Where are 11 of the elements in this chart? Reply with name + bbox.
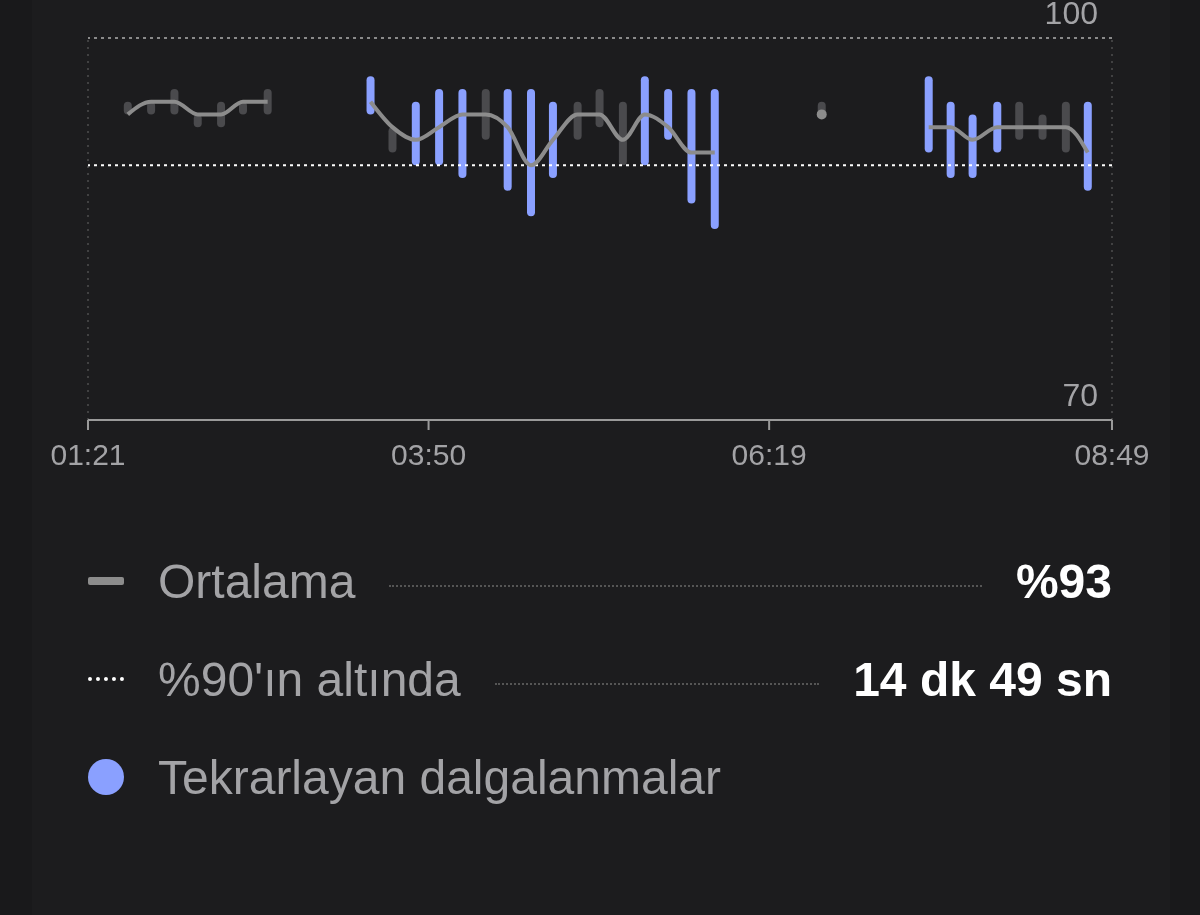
legend-label: Tekrarlayan dalgalanmalar — [158, 749, 721, 805]
x-tick-label: 06:19 — [731, 438, 807, 472]
y-tick-label: 70 — [1062, 377, 1098, 413]
x-tick-label: 01:21 — [50, 438, 126, 472]
legend-label: %90'ın altında — [158, 651, 461, 707]
text: 14 dk 49 sn — [853, 651, 1112, 707]
text: %93 — [1015, 553, 1112, 609]
y-tick-label: 100 — [1044, 0, 1098, 31]
x-tick-label: 03:50 — [391, 438, 467, 472]
x-tick-label: 08:49 — [1074, 438, 1150, 472]
legend-label: Ortalama — [158, 553, 356, 609]
